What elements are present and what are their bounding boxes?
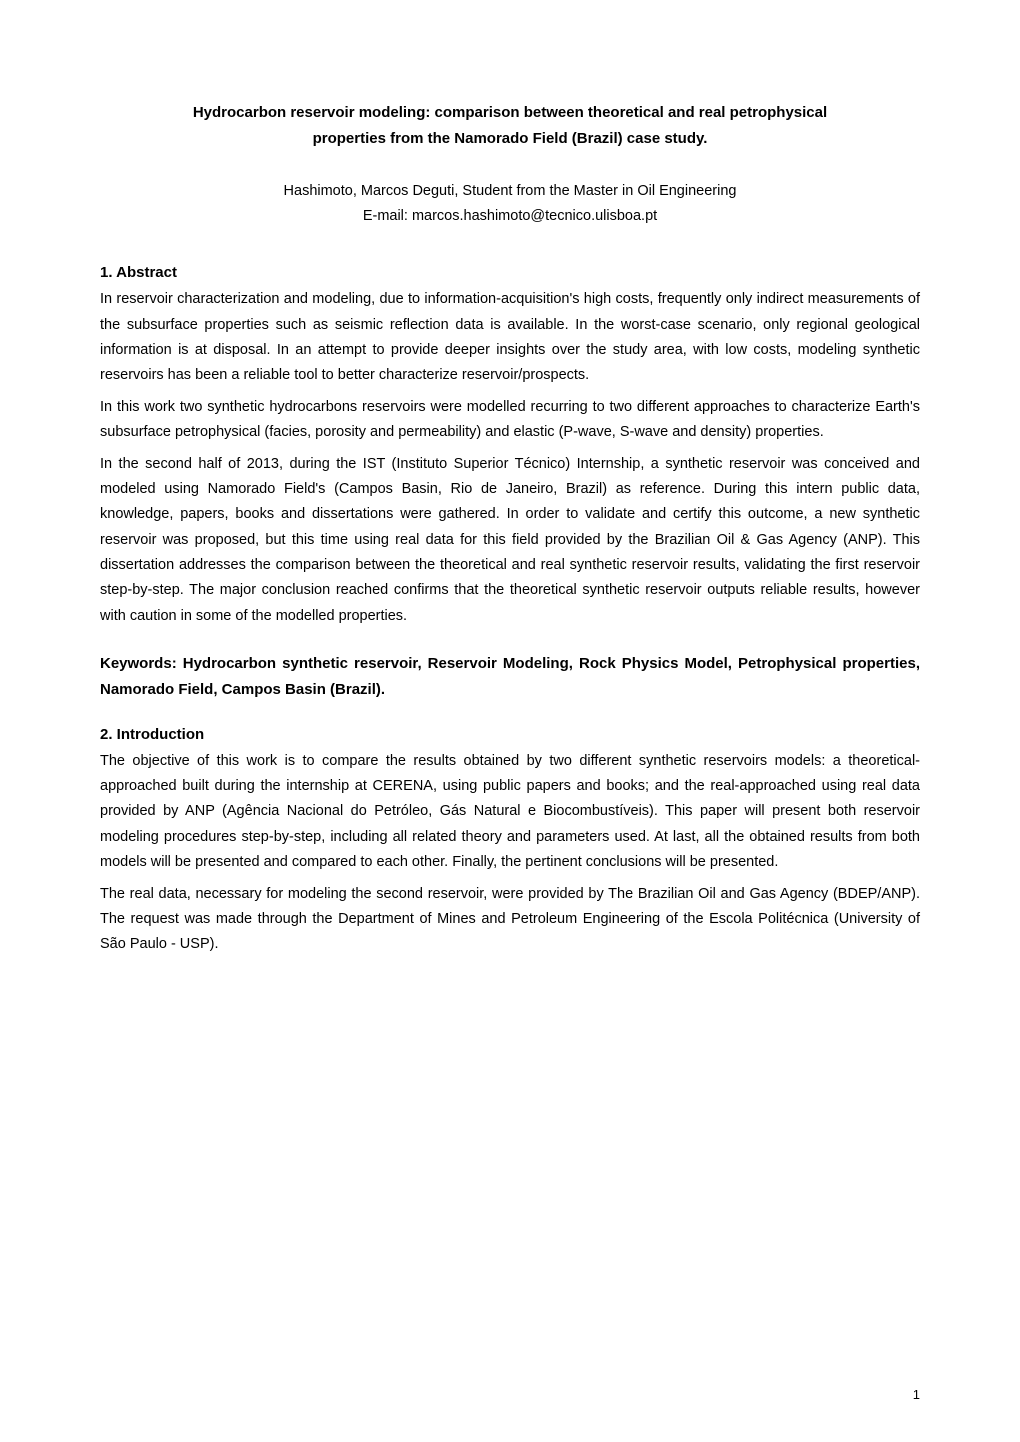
introduction-heading: 2. Introduction (100, 726, 920, 743)
abstract-section: 1. Abstract In reservoir characterizatio… (100, 264, 920, 629)
author-block: Hashimoto, Marcos Deguti, Student from t… (100, 179, 920, 228)
author-name: Hashimoto, Marcos Deguti, Student from t… (100, 179, 920, 204)
introduction-paragraph-1: The objective of this work is to compare… (100, 749, 920, 876)
title-block: Hydrocarbon reservoir modeling: comparis… (100, 100, 920, 151)
title-line-1: Hydrocarbon reservoir modeling: comparis… (100, 100, 920, 126)
keywords-block: Keywords: Hydrocarbon synthetic reservoi… (100, 651, 920, 704)
abstract-heading: 1. Abstract (100, 264, 920, 281)
title-line-2: properties from the Namorado Field (Braz… (100, 126, 920, 152)
author-email: E-mail: marcos.hashimoto@tecnico.ulisboa… (100, 204, 920, 229)
introduction-section: 2. Introduction The objective of this wo… (100, 726, 920, 958)
introduction-paragraph-2: The real data, necessary for modeling th… (100, 882, 920, 958)
abstract-paragraph-3: In the second half of 2013, during the I… (100, 452, 920, 630)
abstract-paragraph-2: In this work two synthetic hydrocarbons … (100, 395, 920, 446)
page-number: 1 (913, 1387, 920, 1402)
abstract-paragraph-1: In reservoir characterization and modeli… (100, 287, 920, 389)
